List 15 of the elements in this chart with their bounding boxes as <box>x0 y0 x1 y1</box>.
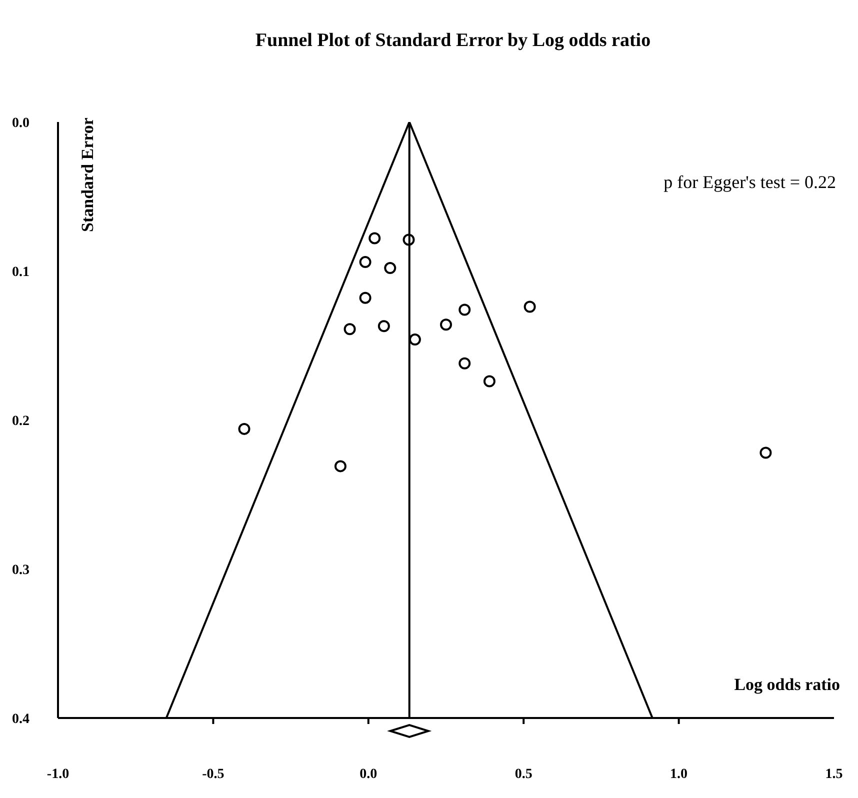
x-tick-label: 1.5 <box>825 767 843 782</box>
x-tick-label: -1.0 <box>46 767 70 782</box>
y-tick-label: 0.0 <box>12 116 30 131</box>
y-axis-title: Standard Error <box>78 118 98 234</box>
x-tick-label: 0.0 <box>360 767 378 782</box>
chart-title: Funnel Plot of Standard Error by Log odds ratio <box>254 30 652 52</box>
annotation: p for Egger's test = 0.22 <box>664 172 836 193</box>
x-tick-label: -0.5 <box>202 767 224 782</box>
y-tick-label: 0.2 <box>12 414 30 429</box>
x-tick-label: 1.0 <box>670 767 688 782</box>
y-tick-label: 0.4 <box>12 712 30 727</box>
y-tick-label: 0.1 <box>12 265 30 280</box>
x-axis-title: Log odds ratio <box>734 675 840 695</box>
y-tick-label: 0.3 <box>12 563 30 578</box>
x-tick-label: 0.5 <box>514 767 532 782</box>
